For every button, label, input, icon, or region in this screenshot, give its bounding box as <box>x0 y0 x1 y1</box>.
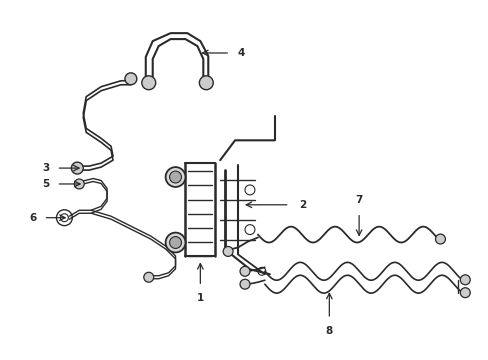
Circle shape <box>240 279 249 289</box>
Text: 2: 2 <box>299 200 306 210</box>
Text: 1: 1 <box>196 293 203 303</box>
Text: 3: 3 <box>42 163 49 173</box>
Circle shape <box>459 288 469 298</box>
Text: 7: 7 <box>355 195 362 205</box>
Circle shape <box>165 167 185 187</box>
Circle shape <box>435 234 445 244</box>
Circle shape <box>71 162 83 174</box>
Circle shape <box>142 76 155 90</box>
Circle shape <box>169 237 181 248</box>
Circle shape <box>143 272 153 282</box>
Circle shape <box>165 233 185 252</box>
Text: 4: 4 <box>237 48 244 58</box>
Circle shape <box>240 266 249 276</box>
Text: 5: 5 <box>42 179 49 189</box>
Circle shape <box>223 247 233 256</box>
Circle shape <box>459 275 469 285</box>
Text: 6: 6 <box>29 213 37 223</box>
Text: 8: 8 <box>325 326 332 336</box>
Circle shape <box>169 171 181 183</box>
Circle shape <box>74 179 84 189</box>
Circle shape <box>124 73 137 85</box>
Circle shape <box>199 76 213 90</box>
